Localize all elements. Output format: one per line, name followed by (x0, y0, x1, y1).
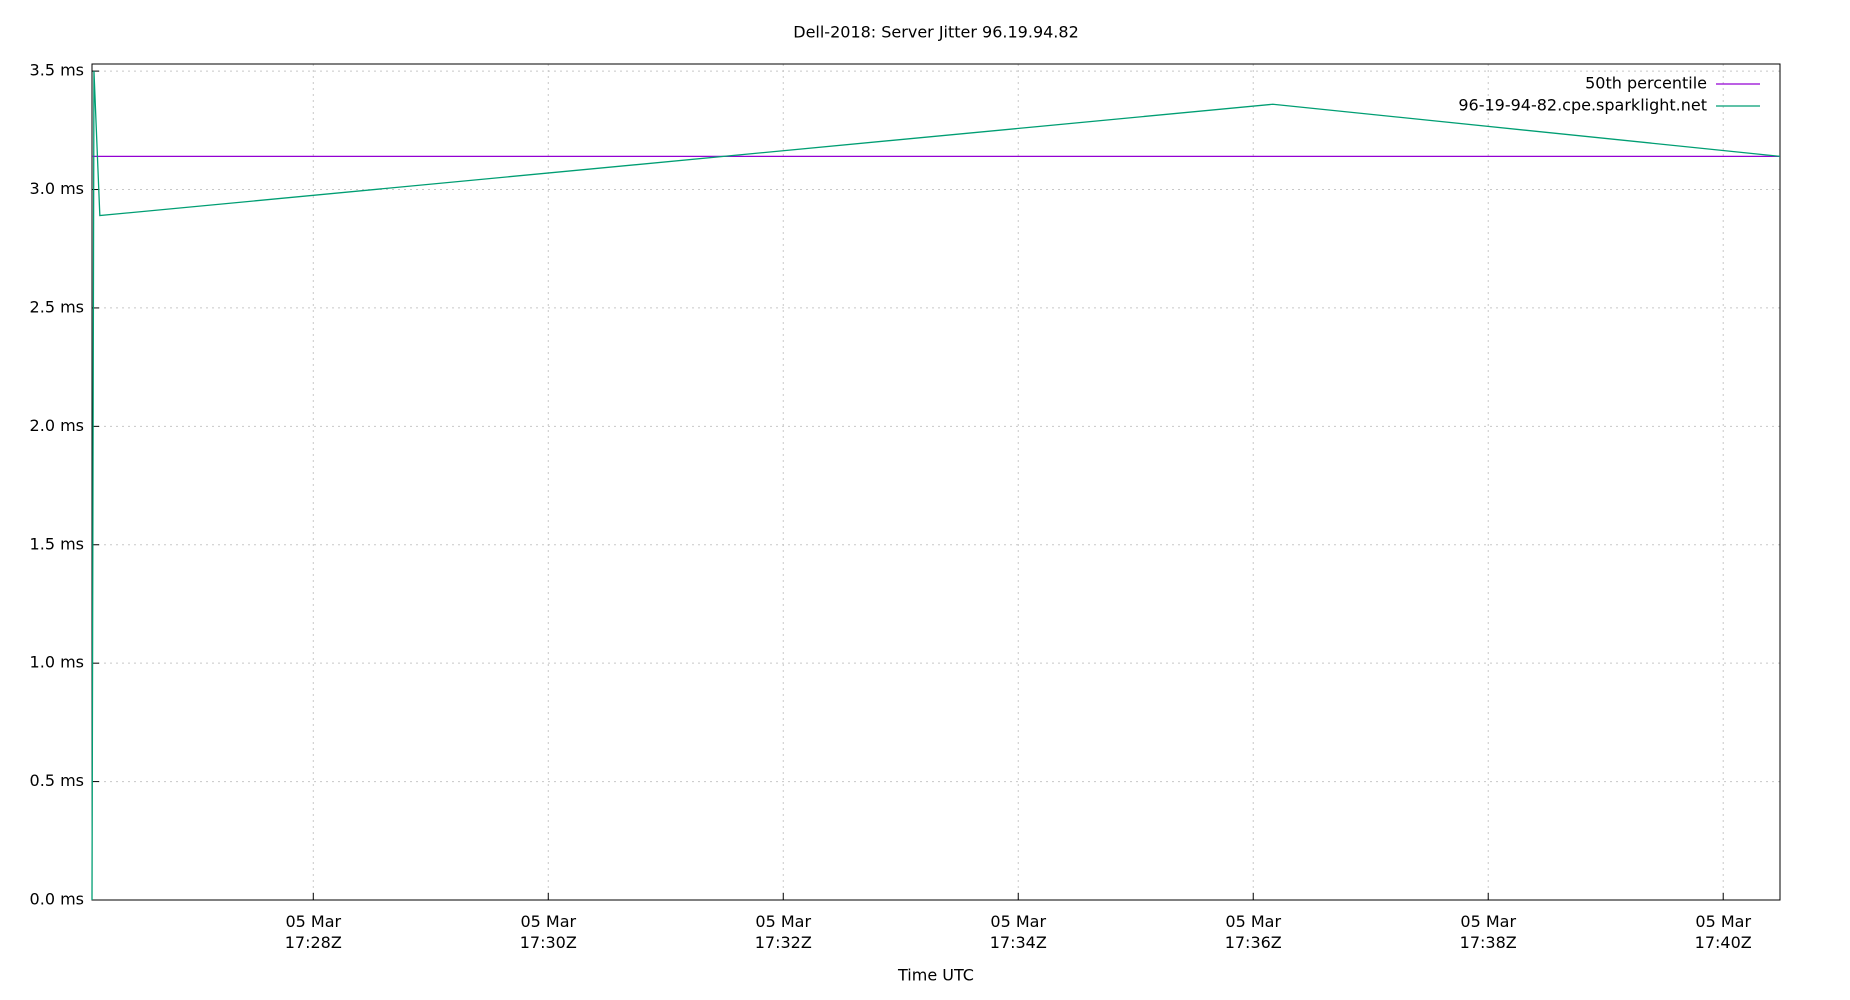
x-tick-label-line: 05 Mar (1695, 912, 1751, 931)
y-tick-label: 2.0 ms (30, 416, 84, 435)
x-tick-label-line: 17:38Z (1460, 933, 1517, 952)
y-tick-label: 0.5 ms (30, 771, 84, 790)
x-tick-label-line: 17:32Z (755, 933, 812, 952)
x-axis-label: Time UTC (897, 966, 974, 985)
x-tick-label-line: 17:28Z (285, 933, 342, 952)
y-tick-label: 0.0 ms (30, 890, 84, 909)
x-tick-label: 05 Mar 17:36Z (1225, 912, 1282, 952)
x-tick-label-line: 05 Mar (755, 912, 811, 931)
x-tick-label: 05 Mar 17:30Z (520, 912, 577, 952)
x-tick-label-line: 05 Mar (990, 912, 1046, 931)
y-tick-label: 1.5 ms (30, 534, 84, 553)
x-tick-label-line: 17:40Z (1695, 933, 1752, 952)
chart-title: Dell-2018: Server Jitter 96.19.94.82 (793, 23, 1079, 42)
y-tick-label: 3.5 ms (30, 61, 84, 80)
x-tick-label-line: 05 Mar (1225, 912, 1281, 931)
y-tick-label: 3.0 ms (30, 179, 84, 198)
legend-label: 50th percentile (1585, 74, 1707, 93)
legend-label: 96-19-94-82.cpe.sparklight.net (1458, 96, 1707, 115)
x-tick-label-line: 17:36Z (1225, 933, 1282, 952)
x-tick-label: 05 Mar 17:38Z (1460, 912, 1517, 952)
x-tick-label-line: 05 Mar (285, 912, 341, 931)
x-tick-label: 05 Mar 17:28Z (285, 912, 342, 952)
series-line (91, 71, 1781, 901)
x-tick-label: 05 Mar 17:34Z (990, 912, 1047, 952)
x-tick-label-line: 17:30Z (520, 933, 577, 952)
plot-frame (91, 63, 1781, 901)
y-tick-label: 2.5 ms (30, 297, 84, 316)
y-tick-label: 1.0 ms (30, 653, 84, 672)
x-tick-label: 05 Mar 17:32Z (755, 912, 812, 952)
x-tick-label-line: 17:34Z (990, 933, 1047, 952)
x-tick-label-line: 05 Mar (1460, 912, 1516, 931)
x-tick-label-line: 05 Mar (520, 912, 576, 931)
x-tick-label: 05 Mar 17:40Z (1695, 912, 1752, 952)
